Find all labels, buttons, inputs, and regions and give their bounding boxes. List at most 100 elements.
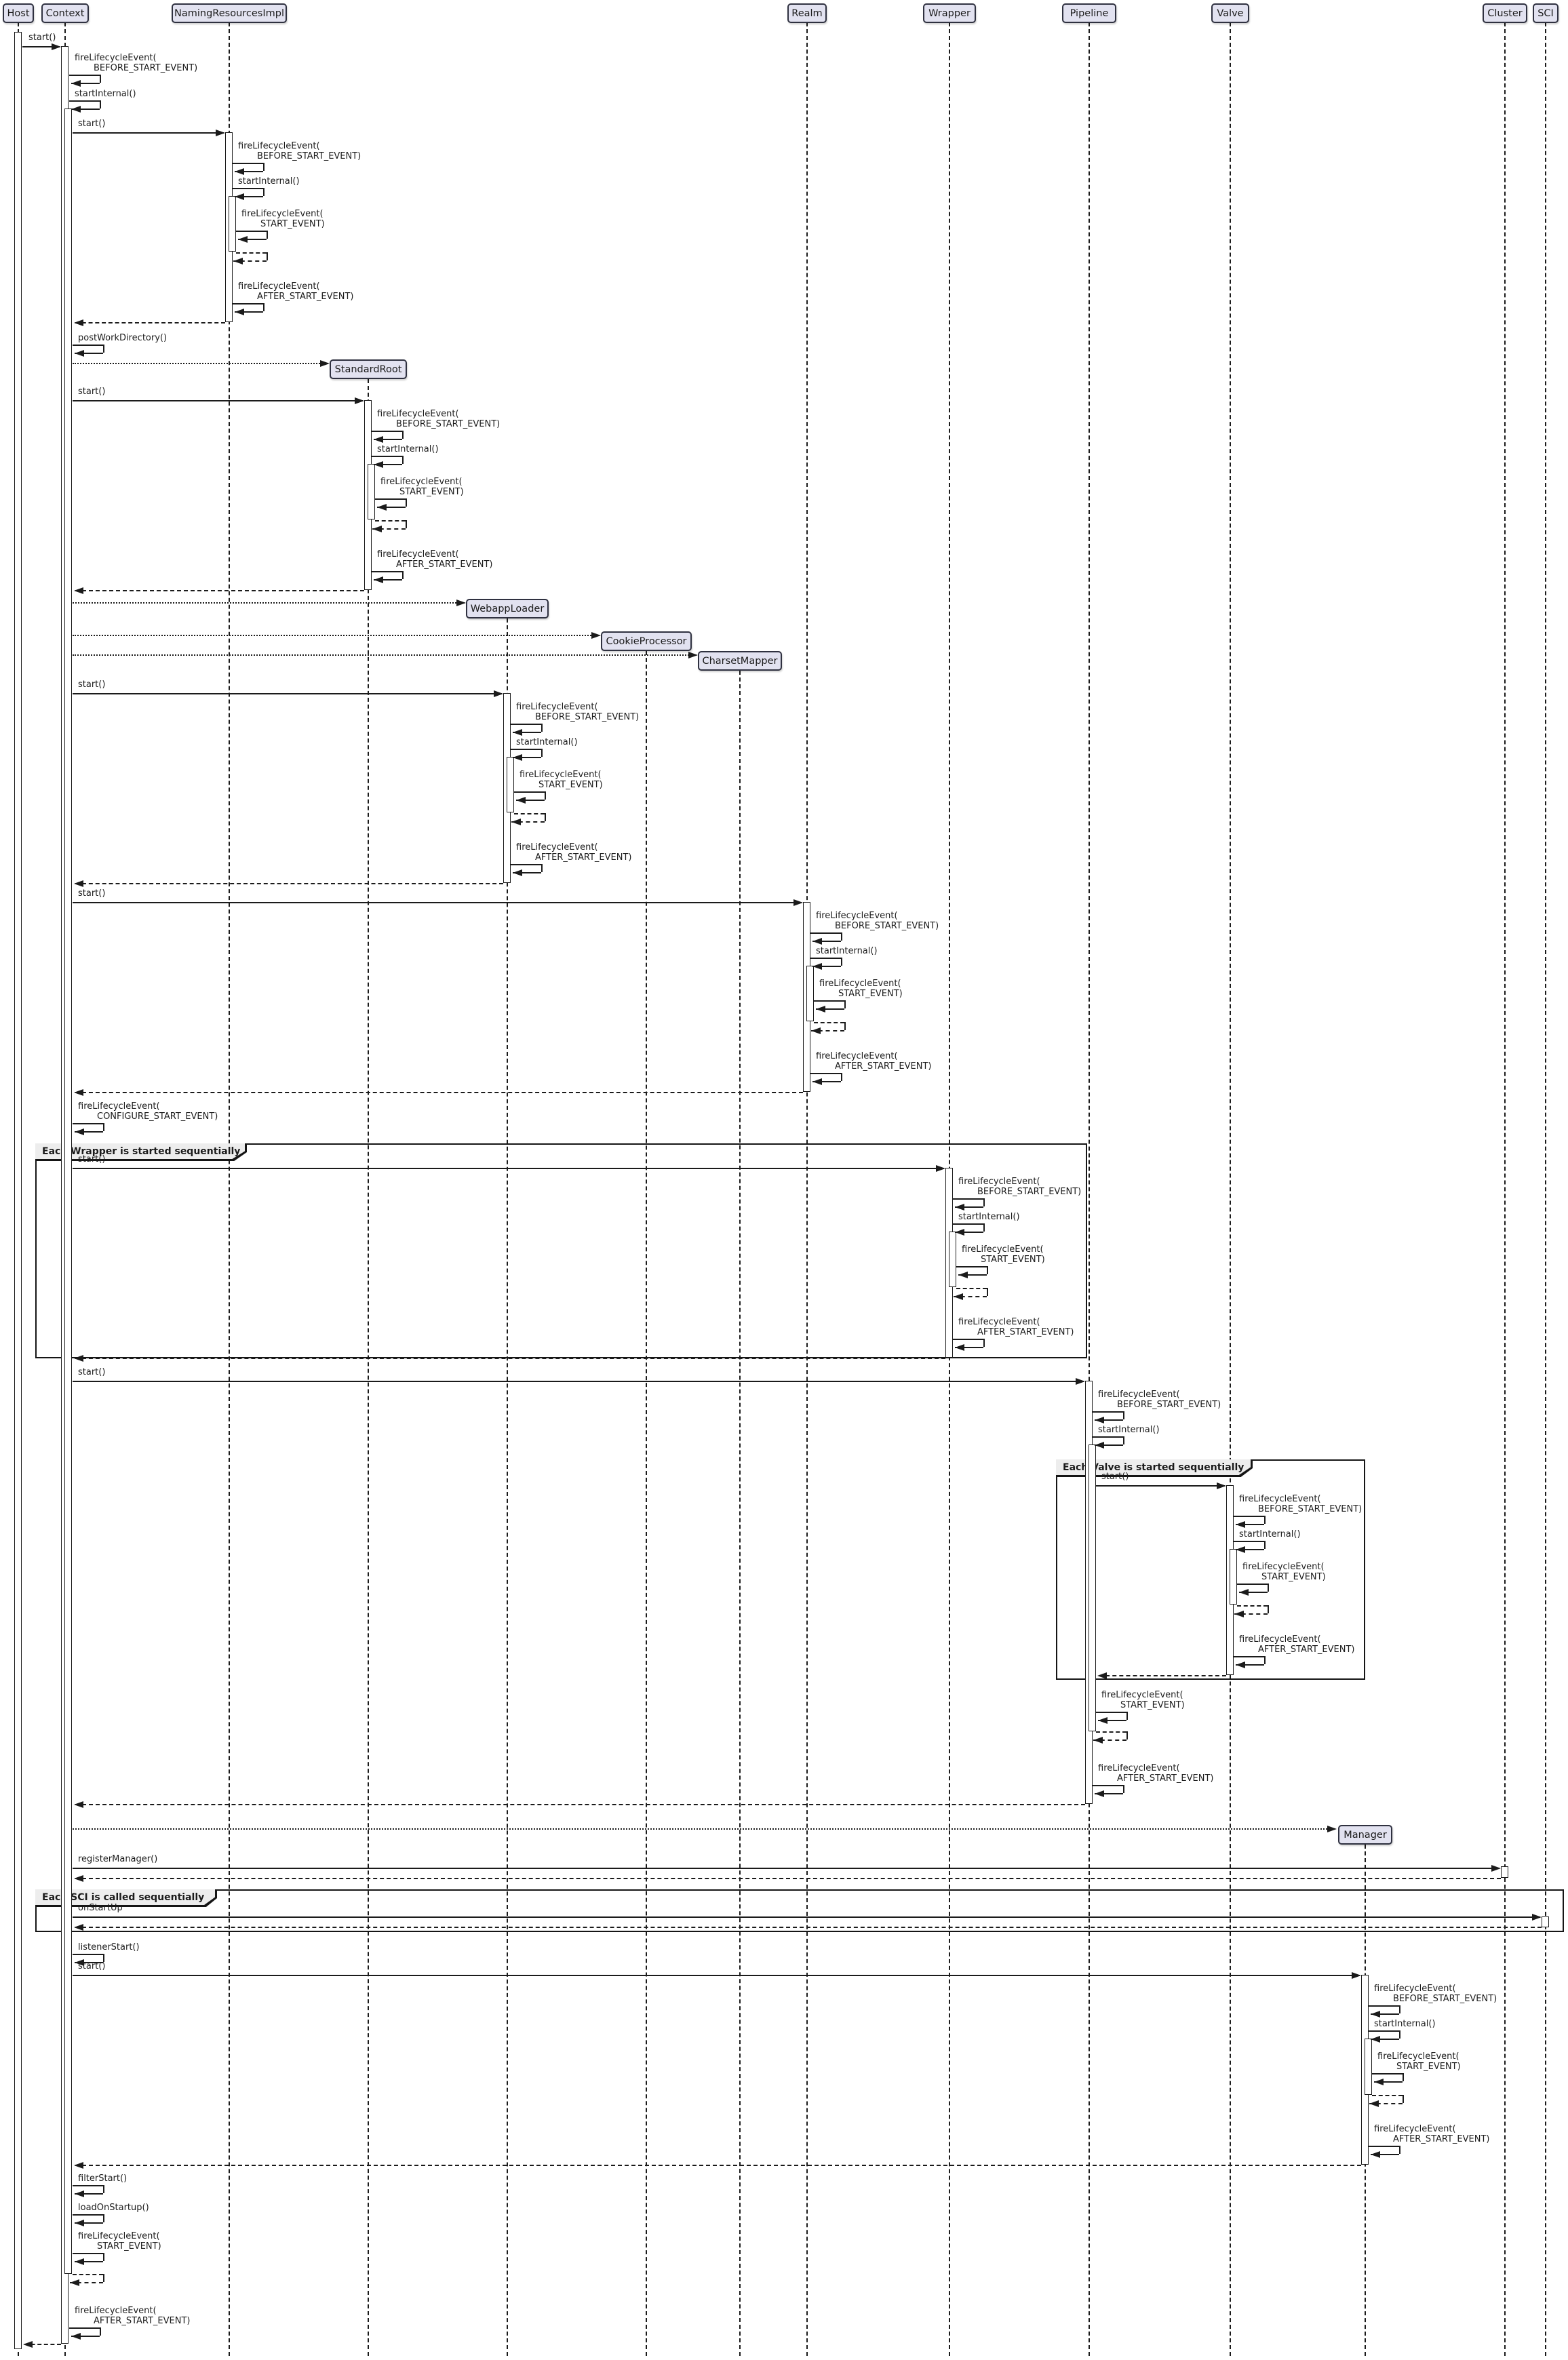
self-call-label: fireLifecycleEvent(AFTER_START_EVENT) bbox=[1374, 2124, 1490, 2144]
self-call-line bbox=[1236, 1664, 1264, 1666]
arrowhead-left-icon bbox=[954, 1293, 963, 1300]
self-call-line bbox=[812, 1081, 841, 1082]
self-call-line bbox=[953, 1339, 983, 1340]
lifeline-realm bbox=[806, 22, 808, 2356]
arrowhead-left-icon bbox=[23, 2341, 33, 2348]
arrowhead-right-icon bbox=[688, 652, 698, 658]
self-return-line bbox=[1126, 1731, 1128, 1739]
self-call-label: fireLifecycleEvent(BEFORE_START_EVENT) bbox=[958, 1177, 1081, 1197]
participant-name: Manager bbox=[1344, 1829, 1387, 1841]
message-label-line: fireLifecycleEvent( bbox=[958, 1177, 1040, 1187]
self-call-label: fireLifecycleEvent(BEFORE_START_EVENT) bbox=[238, 141, 361, 161]
arrowhead-right-icon bbox=[494, 690, 503, 697]
self-call-label: fireLifecycleEvent(START_EVENT) bbox=[819, 979, 903, 999]
message-label-line: START_EVENT) bbox=[1261, 1572, 1326, 1582]
participant-name: CookieProcessor bbox=[606, 635, 687, 647]
message-label-line: START_EVENT) bbox=[260, 219, 325, 229]
return-line bbox=[75, 883, 503, 884]
call-label: start() bbox=[78, 387, 105, 397]
call-line bbox=[73, 693, 502, 694]
call-line bbox=[73, 400, 363, 401]
arrowhead-left-icon bbox=[70, 2279, 79, 2286]
message-label-line: START_EVENT) bbox=[838, 989, 903, 999]
self-call-line bbox=[1236, 1549, 1264, 1550]
arrowhead-left-icon bbox=[74, 1924, 83, 1931]
message-label-line: startInternal() bbox=[516, 737, 578, 747]
self-call-line bbox=[513, 732, 541, 733]
participant-name: Pipeline bbox=[1070, 7, 1109, 19]
self-call-line bbox=[69, 2327, 100, 2329]
lifeline-sci bbox=[1545, 22, 1546, 2356]
self-call-label: fireLifecycleEvent(BEFORE_START_EVENT) bbox=[75, 53, 197, 73]
arrowhead-left-icon bbox=[812, 1078, 822, 1085]
self-call-line bbox=[1268, 1584, 1269, 1592]
self-call-label: fireLifecycleEvent(START_EVENT) bbox=[1377, 2051, 1461, 2072]
message-label-line: fireLifecycleEvent( bbox=[1101, 1690, 1183, 1700]
call-label: start() bbox=[28, 33, 56, 43]
message-label-line: onStartUp bbox=[78, 1903, 123, 1913]
self-call-label: fireLifecycleEvent(START_EVENT) bbox=[1101, 1690, 1185, 1710]
self-call-line bbox=[1096, 1712, 1126, 1713]
self-call-line bbox=[406, 498, 407, 507]
arrowhead-left-icon bbox=[955, 1204, 964, 1211]
create-line bbox=[73, 602, 465, 604]
self-call-line bbox=[75, 2261, 103, 2262]
lifeline-valve bbox=[1230, 22, 1231, 2356]
self-call-label: fireLifecycleEvent(CONFIGURE_START_EVENT… bbox=[78, 1101, 218, 1122]
arrowhead-left-icon bbox=[374, 461, 383, 468]
self-call-line bbox=[233, 188, 263, 189]
arrowhead-right-icon bbox=[591, 632, 601, 639]
self-call-line bbox=[1234, 1656, 1264, 1657]
arrowhead-left-icon bbox=[1095, 1417, 1104, 1423]
arrowhead-left-icon bbox=[1371, 2011, 1380, 2018]
message-label-line: fireLifecycleEvent( bbox=[78, 1101, 160, 1112]
self-call-line bbox=[1369, 2005, 1399, 2007]
self-call-line bbox=[100, 2327, 101, 2336]
self-return-line bbox=[514, 813, 545, 814]
message-label-line: START_EVENT) bbox=[399, 487, 464, 497]
arrowhead-left-icon bbox=[1234, 1611, 1244, 1617]
participant-name: Valve bbox=[1217, 7, 1244, 19]
message-label-line: AFTER_START_EVENT) bbox=[835, 1061, 932, 1071]
message-label-line: startInternal() bbox=[377, 444, 439, 454]
self-call-line bbox=[71, 2336, 100, 2337]
self-call-line bbox=[1123, 1785, 1124, 1793]
arrowhead-left-icon bbox=[75, 350, 84, 357]
self-call-label: fireLifecycleEvent(AFTER_START_EVENT) bbox=[516, 842, 632, 863]
self-return-line bbox=[1268, 1605, 1269, 1613]
arrowhead-left-icon bbox=[516, 797, 526, 804]
arrowhead-left-icon bbox=[71, 106, 81, 113]
lifeline-webapploader bbox=[507, 618, 508, 2356]
self-call-label: postWorkDirectory() bbox=[78, 333, 167, 343]
arrowhead-left-icon bbox=[1374, 2079, 1384, 2085]
arrowhead-right-icon bbox=[793, 899, 803, 906]
arrowhead-left-icon bbox=[1093, 1737, 1103, 1744]
self-return-line bbox=[375, 520, 406, 522]
self-call-line bbox=[841, 932, 842, 941]
participant-context: Context bbox=[41, 3, 89, 23]
self-call-label: startInternal() bbox=[238, 176, 300, 186]
message-label-line: start() bbox=[78, 387, 106, 397]
message-label-line: start() bbox=[78, 1367, 106, 1377]
self-call-line bbox=[75, 2222, 103, 2224]
self-call-line bbox=[235, 196, 263, 197]
message-label-line: BEFORE_START_EVENT) bbox=[94, 63, 198, 73]
message-label-line: AFTER_START_EVENT) bbox=[396, 559, 493, 570]
message-label-line: fireLifecycleEvent( bbox=[75, 53, 157, 63]
call-label: registerManager() bbox=[78, 1854, 157, 1864]
self-call-line bbox=[375, 498, 406, 500]
self-return-line bbox=[1372, 2095, 1403, 2096]
self-call-line bbox=[513, 757, 541, 758]
self-call-label: fireLifecycleEvent(AFTER_START_EVENT) bbox=[238, 281, 354, 302]
participant-name: Realm bbox=[791, 7, 823, 19]
self-call-label: fireLifecycleEvent(BEFORE_START_EVENT) bbox=[516, 702, 639, 722]
arrowhead-left-icon bbox=[75, 1959, 84, 1966]
self-call-line bbox=[816, 1008, 844, 1010]
self-call-line bbox=[103, 1123, 104, 1131]
participant-pipeline: Pipeline bbox=[1062, 3, 1116, 23]
self-call-line bbox=[1234, 1516, 1264, 1517]
self-call-line bbox=[100, 75, 101, 83]
lifeline-standardroot bbox=[368, 379, 369, 2356]
message-label-line: AFTER_START_EVENT) bbox=[977, 1327, 1074, 1337]
self-call-line bbox=[844, 1000, 846, 1008]
